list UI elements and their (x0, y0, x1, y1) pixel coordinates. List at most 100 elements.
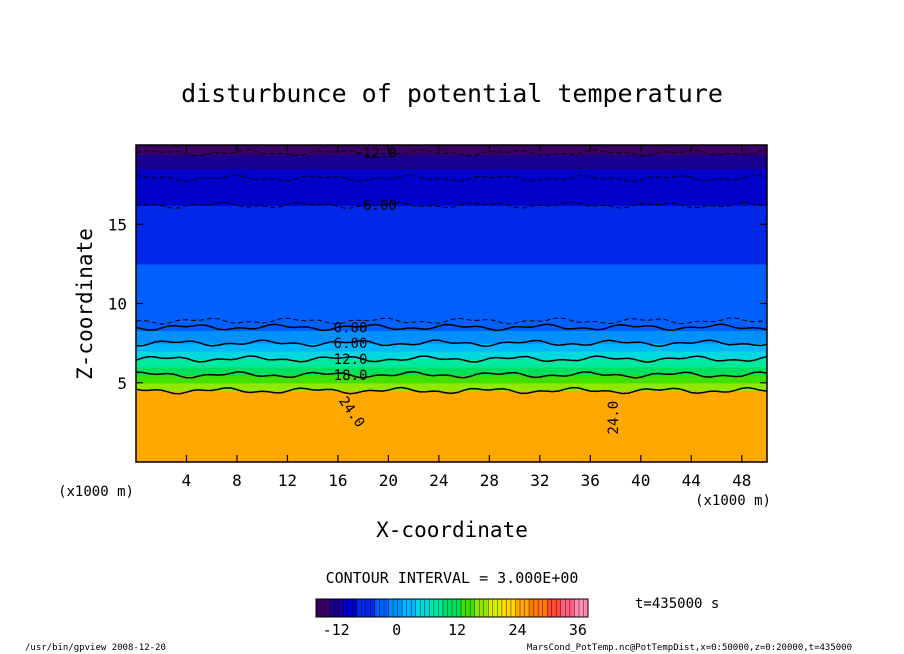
colorbar-cell (374, 599, 380, 617)
contour-interval: CONTOUR INTERVAL = 3.000E+00 (326, 569, 579, 587)
colorbar-cell (352, 599, 358, 617)
colorbar-cell (429, 599, 435, 617)
contour-line (135, 201, 767, 209)
x-axis: 4 8 12 16 20 24 28 32 36 40 44 48 (182, 145, 751, 490)
y-tick-label: 10 (108, 295, 127, 314)
colorbar-cell (474, 599, 480, 617)
colorbar-cell (565, 599, 571, 617)
contour-label: 0.00 (334, 320, 368, 336)
colorbar-cell (483, 599, 489, 617)
x-tick-label: 12 (278, 471, 297, 490)
colorbar-cell (329, 599, 335, 617)
contour-fill-band (136, 330, 767, 344)
x-tick-label: 36 (581, 471, 600, 490)
y-tick-label: 5 (117, 374, 127, 393)
colorbar-cell (393, 599, 398, 617)
x-tick-label: 16 (328, 471, 347, 490)
colorbar-cell (343, 599, 349, 617)
contour-fill-band (136, 168, 767, 186)
colorbar-tick-label: 24 (508, 621, 526, 639)
colorbar-cell (547, 599, 553, 617)
colorbar-cell (424, 599, 430, 617)
x-tick-label: 20 (379, 471, 398, 490)
x-tick-label: 8 (232, 471, 242, 490)
contour-line (135, 370, 768, 379)
colorbar-cell (379, 599, 385, 617)
contour-label: -12.0 (355, 146, 397, 162)
colorbar-cell (497, 599, 503, 617)
contour-fill-band (136, 382, 767, 392)
x-tick-label: 44 (682, 471, 701, 490)
contour-fill-band (136, 322, 767, 332)
contour-fill-band (136, 295, 767, 324)
contour-label: -6.00 (355, 198, 397, 214)
colorbar-cell (406, 599, 412, 617)
colorbar-cell (574, 599, 580, 617)
contour-line (135, 323, 768, 332)
colorbar-cell (556, 599, 562, 617)
footer-right: MarsCond_PotTemp.nc@PotTempDist,x=0:5000… (527, 643, 852, 653)
colorbar-cell (515, 599, 521, 617)
colorbar-cell (488, 599, 494, 617)
x-tick-label: 28 (480, 471, 499, 490)
y-tick-label: 15 (108, 215, 127, 234)
colorbar-cell (438, 599, 444, 617)
colorbar-tick-label: 36 (569, 621, 587, 639)
colorbar-cell (411, 599, 417, 617)
colorbar-cell (365, 599, 371, 617)
colorbar-tick-label: 12 (448, 621, 466, 639)
contour-label: 6.00 (334, 336, 368, 352)
colorbar-cell (520, 599, 525, 617)
contour-fill-band (136, 154, 767, 170)
contour-fill-band (136, 263, 767, 297)
colorbar-cell (334, 599, 340, 617)
contour-line (135, 355, 768, 363)
colorbar-cell (338, 599, 344, 617)
contour-line (135, 174, 768, 182)
colorbar-cell (361, 599, 367, 617)
contour-fill-band (136, 232, 767, 265)
colorbar-cell (533, 599, 539, 617)
footer-left: /usr/bin/gpview 2008-12-20 (25, 643, 166, 653)
colorbar-cell (388, 599, 394, 617)
contour-fill-band (136, 184, 767, 206)
colorbar-cell (420, 599, 426, 617)
chart-title: disturbunce of potential temperature (181, 79, 723, 108)
colorbar-cell (442, 599, 448, 617)
contour-line (135, 386, 768, 395)
contour-fill-band (136, 374, 767, 384)
x-tick-label: 4 (182, 471, 192, 490)
colorbar-cell (479, 599, 485, 617)
colorbar-cell (465, 599, 471, 617)
contour-line (135, 339, 768, 348)
contour-fill-band (136, 343, 767, 352)
colorbar-cell (447, 599, 453, 617)
colorbar-cell (506, 599, 512, 617)
colorbar-frame (315, 598, 589, 618)
colorbar-cell (560, 599, 566, 617)
contour-label: 18.0 (334, 368, 368, 384)
contour-label: 12.0 (334, 352, 368, 368)
colorbar-cell (542, 599, 548, 617)
x-units-right: (x1000 m) (695, 493, 771, 509)
contour-line (135, 317, 767, 325)
colorbar-cell (524, 599, 530, 617)
contour-fill-band (136, 145, 767, 156)
colorbar-cell (320, 599, 326, 617)
colorbar-cell (538, 599, 544, 617)
colorbar-cell (356, 599, 362, 617)
colorbar-cell (452, 599, 457, 617)
colorbar-tick-label: 0 (392, 621, 401, 639)
contour-fill-band (136, 358, 767, 368)
contour-fill-band (136, 446, 767, 463)
x-axis-label: X-coordinate (376, 518, 528, 542)
colorbar-cell (433, 599, 439, 617)
x-units-left: (x1000 m) (58, 484, 134, 500)
contour-fill-band (136, 351, 767, 360)
y-axis: 5 10 15 (108, 215, 767, 393)
y-axis-label: Z-coordinate (73, 228, 97, 380)
colorbar-cell (397, 599, 403, 617)
contour-label: 24.0 (606, 401, 622, 435)
